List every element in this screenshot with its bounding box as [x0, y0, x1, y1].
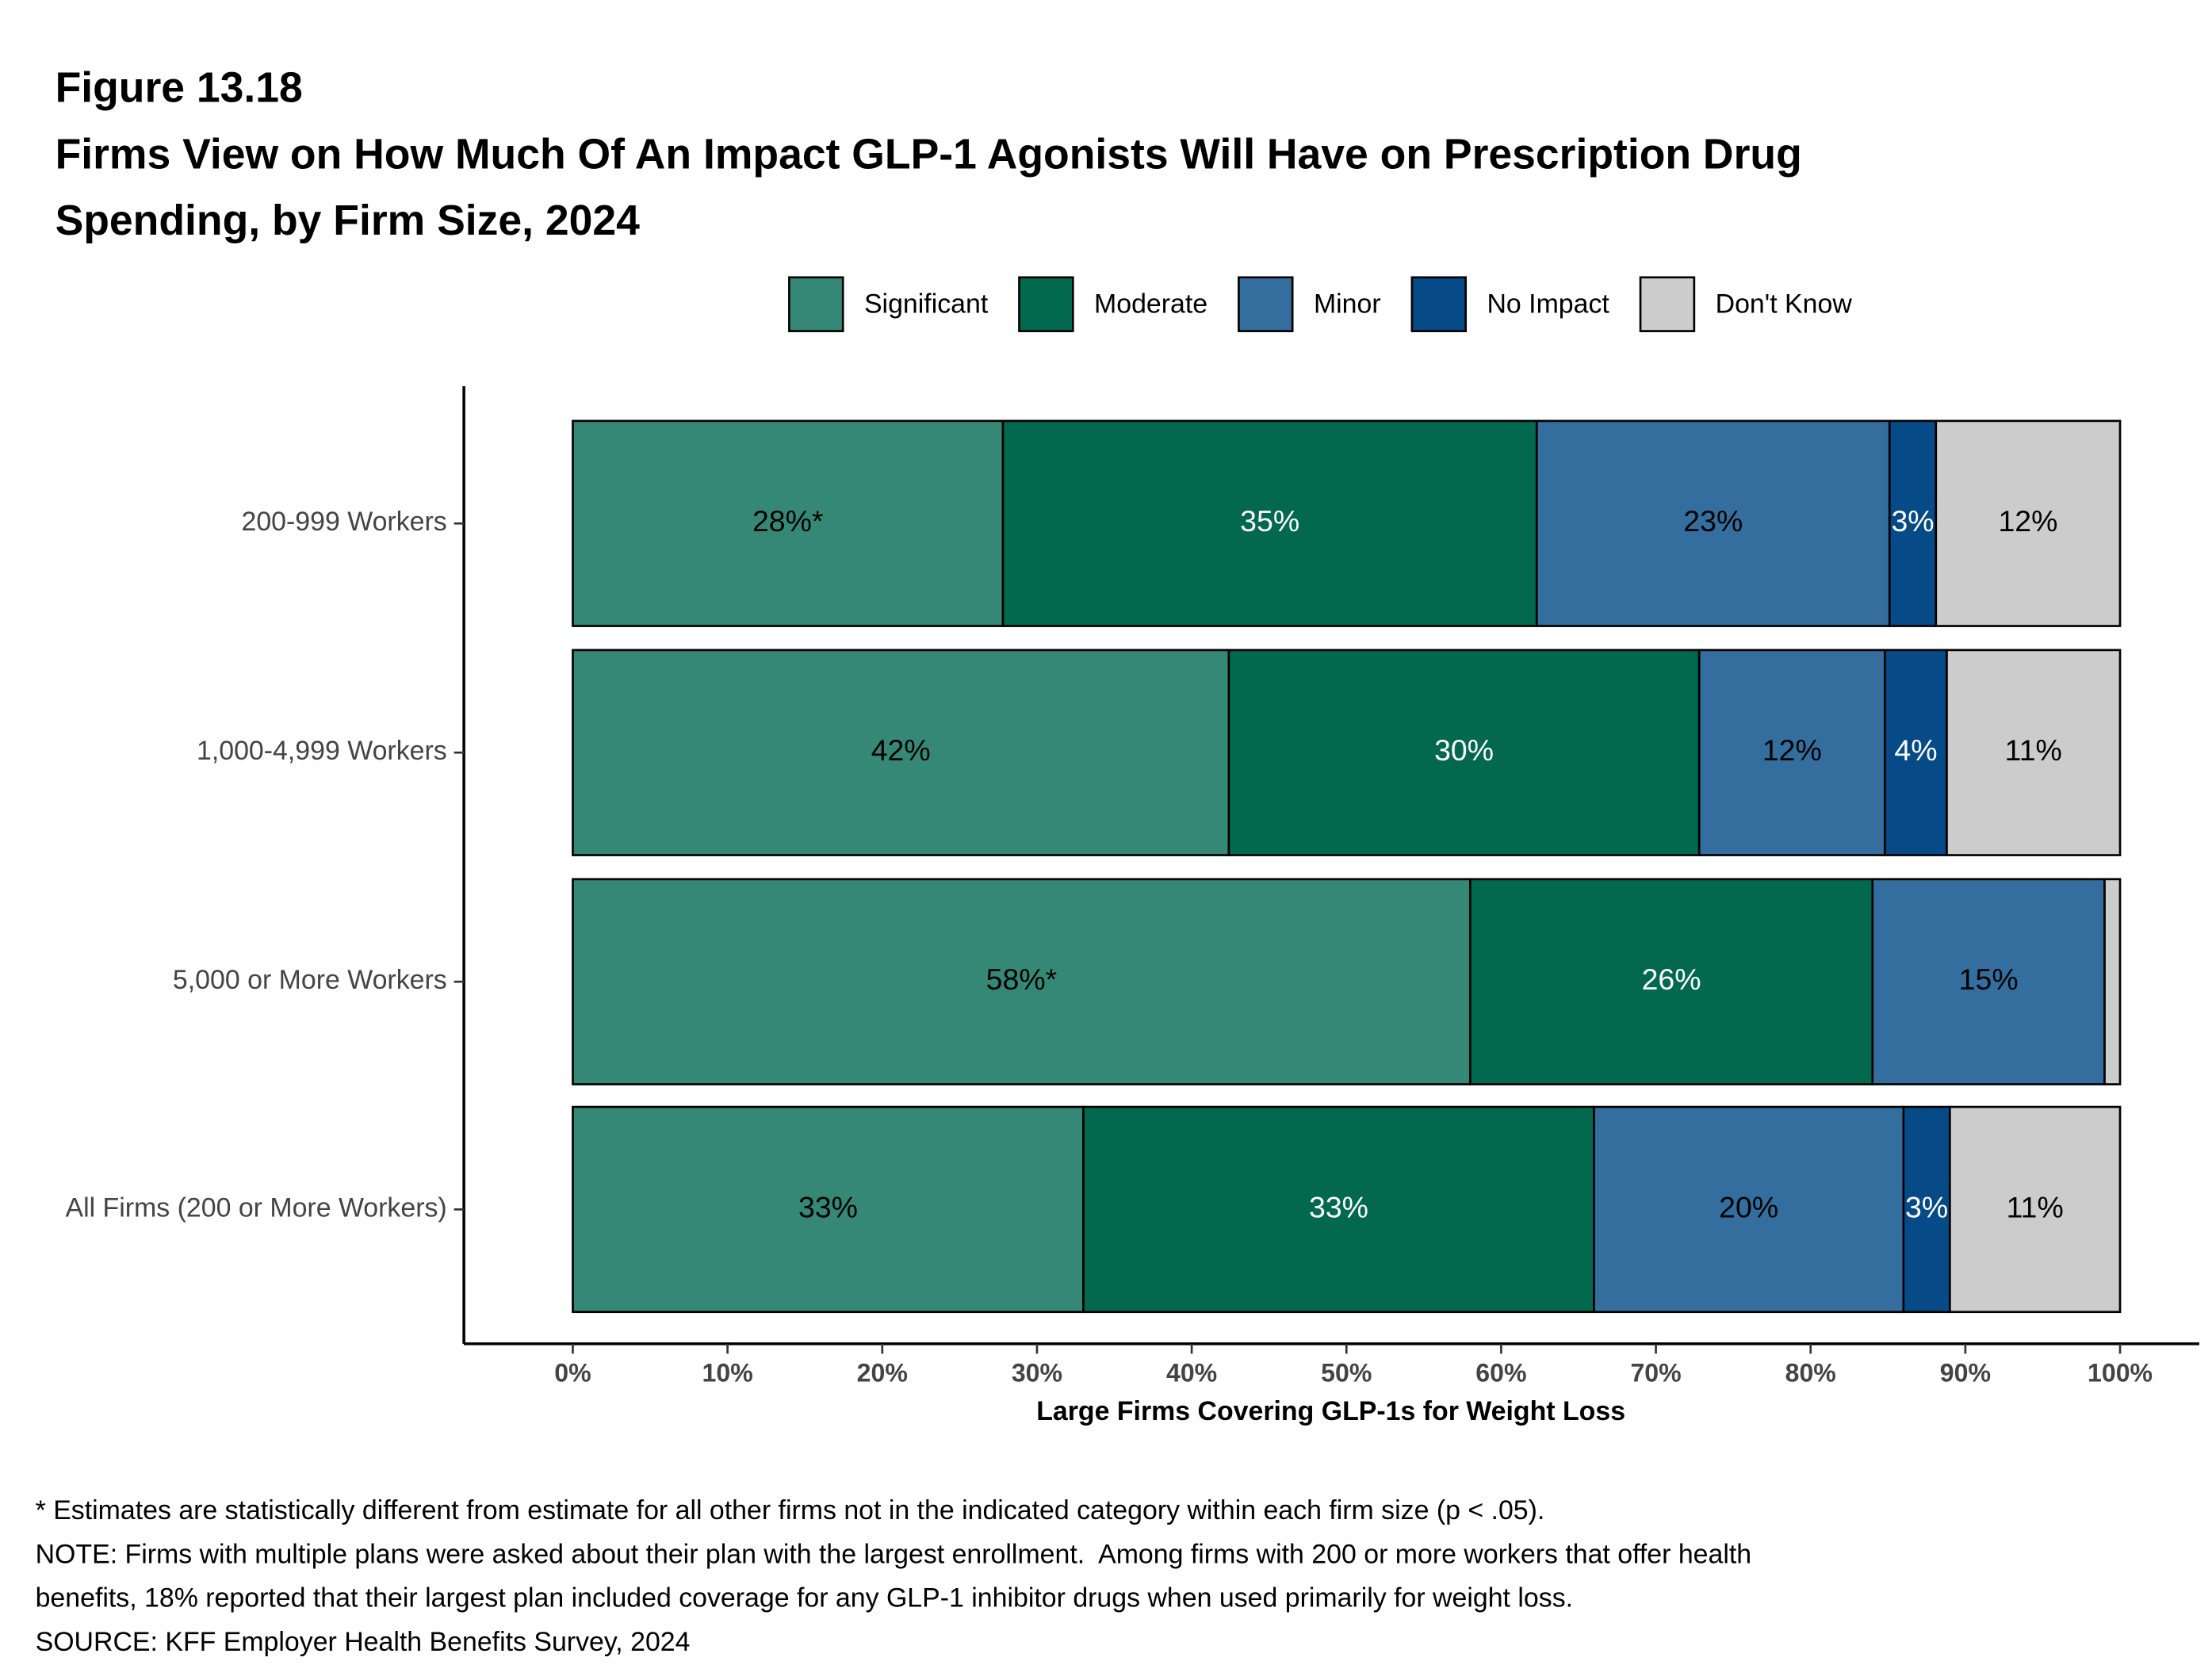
value-label: 15%: [1959, 963, 2019, 996]
bar-segment: [1082, 1105, 1595, 1314]
value-label: 11%: [2007, 1190, 2064, 1223]
value-label: 4%: [1894, 733, 1937, 767]
legend-label: Moderate: [1094, 289, 1207, 319]
y-tick-label: 200-999 Workers: [241, 507, 446, 537]
x-axis-label: Large Firms Covering GLP-1s for Weight L…: [1036, 1396, 1625, 1426]
bar-segment: [1227, 649, 1701, 856]
value-label: 3%: [1891, 504, 1934, 538]
value-label: 12%: [1998, 504, 2057, 538]
legend-swatch: [1410, 276, 1468, 332]
value-label: 3%: [1905, 1190, 1948, 1223]
value-label: 12%: [1762, 733, 1822, 767]
bar-segment: [572, 1105, 1085, 1314]
legend-label: Minor: [1314, 289, 1381, 319]
bar-segment: [1902, 1105, 1951, 1314]
value-label: 33%: [1309, 1190, 1368, 1223]
x-tick-label: 50%: [1321, 1359, 1372, 1388]
bar-segment: [2103, 878, 2122, 1085]
x-tick-label: 90%: [1940, 1359, 1991, 1388]
x-tick-label: 30%: [1012, 1359, 1062, 1388]
value-label: 35%: [1240, 504, 1299, 538]
x-tick-label: 100%: [2088, 1359, 2153, 1388]
x-tick-label: 80%: [1785, 1359, 1836, 1388]
bar-segment: [1001, 419, 1538, 627]
value-label: 20%: [1719, 1190, 1778, 1223]
value-label: 33%: [798, 1190, 858, 1223]
value-label: 28%*: [752, 504, 824, 538]
x-tick-label: 70%: [1630, 1359, 1681, 1388]
bar-segment: [1593, 1105, 1905, 1314]
figure-number: Figure 13.18: [55, 64, 303, 111]
value-label: 42%: [871, 733, 931, 767]
footnote: * Estimates are statistically different …: [36, 1495, 1545, 1525]
bar-segment: [572, 878, 1471, 1085]
x-tick-label: 0%: [554, 1359, 591, 1388]
bar-segment: [1697, 649, 1886, 856]
bar-segment: [1535, 419, 1891, 627]
bar-segment: [1949, 1105, 2122, 1314]
footnote: SOURCE: KFF Employer Health Benefits Sur…: [36, 1627, 691, 1657]
y-tick-label: All Firms (200 or More Workers): [65, 1192, 446, 1223]
legend-label: Significant: [864, 289, 989, 319]
x-tick-label: 10%: [702, 1359, 753, 1388]
x-tick-label: 40%: [1166, 1359, 1217, 1388]
value-label: 11%: [2005, 733, 2062, 767]
bar-segment: [1946, 649, 2122, 856]
footnote: benefits, 18% reported that their larges…: [36, 1583, 1573, 1613]
legend-swatch: [1018, 276, 1074, 332]
legend-label: Don't Know: [1716, 289, 1853, 319]
legend-swatch: [788, 276, 844, 332]
bar-segment: [572, 419, 1005, 627]
value-label: 23%: [1683, 504, 1743, 538]
value-label: 58%*: [986, 963, 1058, 996]
legend-label: No Impact: [1487, 289, 1609, 319]
x-tick-label: 60%: [1475, 1359, 1526, 1388]
chart-title: Firms View on How Much Of An Impact GLP-…: [55, 131, 1802, 178]
bar-segment: [572, 649, 1230, 856]
y-tick-label: 1,000-4,999 Workers: [197, 736, 447, 766]
chart-title: Spending, by Firm Size, 2024: [55, 197, 641, 244]
legend-swatch: [1238, 276, 1294, 332]
value-label: 30%: [1434, 733, 1494, 767]
footnote: NOTE: Firms with multiple plans were ask…: [36, 1539, 1752, 1569]
legend-swatch: [1639, 276, 1696, 332]
value-label: 26%: [1642, 963, 1701, 996]
bar-segment: [1935, 419, 2122, 627]
x-tick-label: 20%: [857, 1359, 908, 1388]
y-tick-label: 5,000 or More Workers: [173, 965, 447, 995]
